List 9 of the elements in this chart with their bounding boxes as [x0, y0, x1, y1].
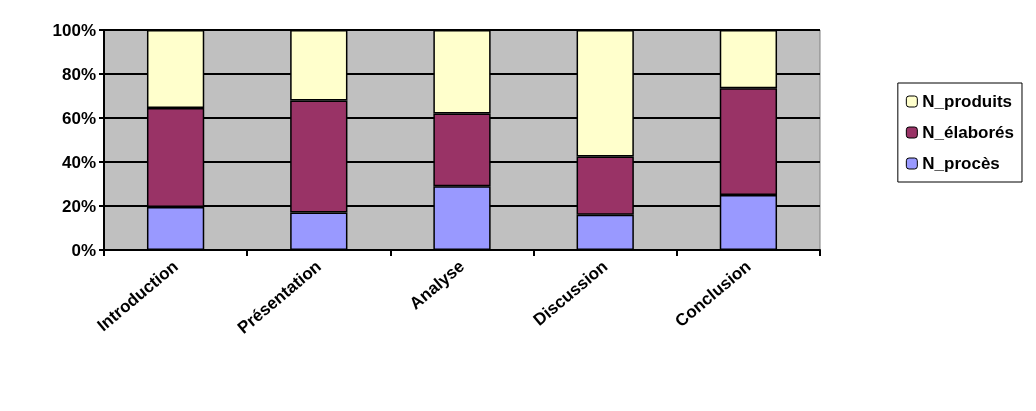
y-tick-label: 100%	[52, 20, 96, 40]
legend-label: N_procès	[922, 154, 1000, 173]
legend-label: N_produits	[922, 92, 1013, 111]
y-tick-label: 80%	[61, 64, 96, 84]
y-tick-label: 20%	[61, 196, 96, 216]
y-tick-label: 60%	[61, 108, 96, 128]
y-tick-label: 0%	[71, 240, 96, 260]
legend-label: N_élaborés	[922, 123, 1015, 142]
y-tick-label: 40%	[61, 152, 96, 172]
